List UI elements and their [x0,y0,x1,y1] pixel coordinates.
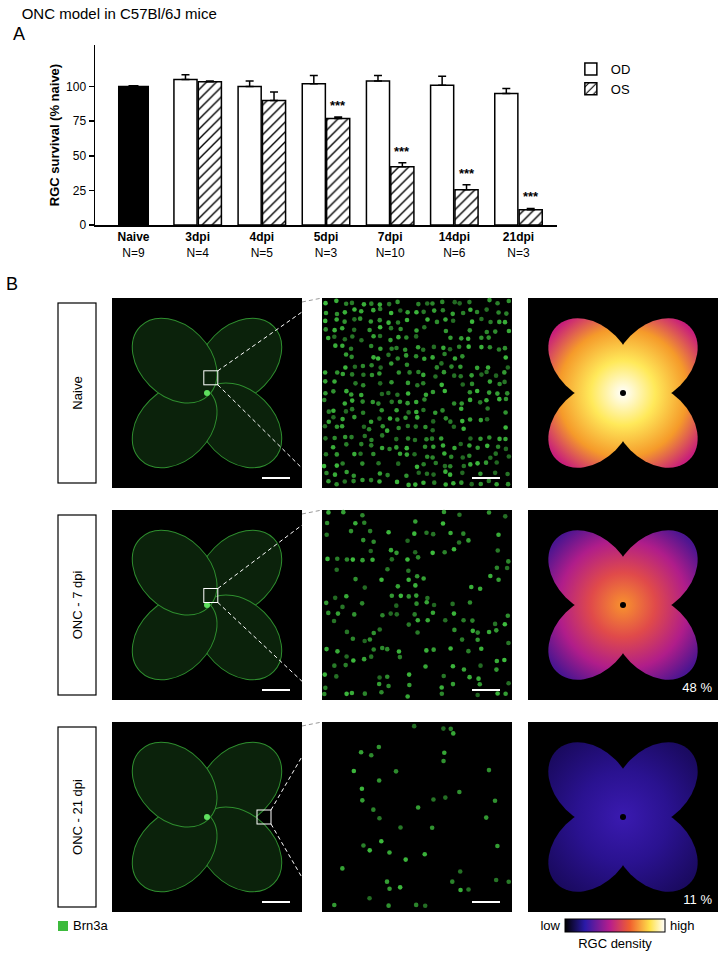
svg-text:25: 25 [73,184,87,198]
svg-text:3dpiN=4: 3dpiN=4 [185,230,210,260]
svg-text:0: 0 [79,218,86,232]
svg-text:***: *** [523,189,539,204]
svg-text:***: *** [459,166,475,181]
svg-text:OD: OD [611,62,631,77]
svg-text:ONC - 21 dpi: ONC - 21 dpi [70,779,85,855]
svg-text:4dpiN=5: 4dpiN=5 [249,230,274,260]
svg-text:low: low [540,918,560,933]
svg-text:11 %: 11 % [683,892,712,907]
svg-text:***: *** [330,98,346,113]
svg-text:75: 75 [73,114,87,128]
svg-text:RGC survival (% naive): RGC survival (% naive) [47,64,62,206]
svg-text:ONC - 7 dpi: ONC - 7 dpi [70,571,85,640]
svg-text:Brn3a: Brn3a [73,918,108,933]
svg-text:5dpiN=3: 5dpiN=3 [314,230,339,260]
svg-text:B: B [6,274,18,294]
svg-text:Naive: Naive [70,376,85,409]
svg-text:high: high [670,918,695,933]
svg-text:***: *** [394,144,410,159]
svg-text:ONC model in C57Bl/6J mice: ONC model in C57Bl/6J mice [22,5,217,22]
svg-text:OS: OS [611,82,630,97]
svg-text:48 %: 48 % [682,680,712,695]
svg-text:7dpiN=10: 7dpiN=10 [376,230,405,260]
svg-text:NaiveN=9: NaiveN=9 [117,230,149,260]
svg-text:RGC density: RGC density [578,936,652,951]
svg-text:14dpiN=6: 14dpiN=6 [439,230,470,260]
svg-text:A: A [13,24,25,44]
svg-text:100: 100 [66,80,86,94]
svg-text:21dpiN=3: 21dpiN=3 [503,230,534,260]
svg-text:50: 50 [73,149,87,163]
